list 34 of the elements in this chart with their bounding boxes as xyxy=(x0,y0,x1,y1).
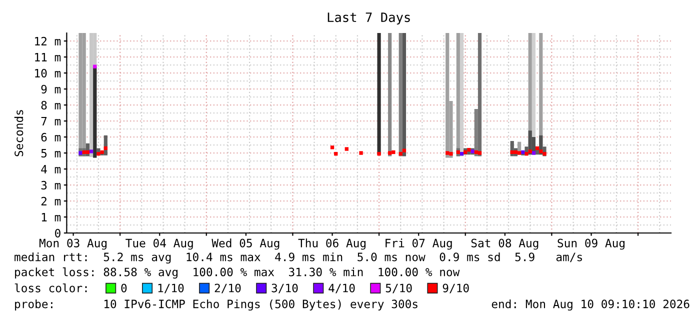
legend-label: 0 xyxy=(121,284,127,292)
x-tick-label: Fri 07 Aug xyxy=(386,238,452,250)
y-tick-label: 9 m xyxy=(41,84,61,94)
x-tick-label: Wed 05 Aug xyxy=(212,238,280,250)
chart-title: Last 7 Days xyxy=(328,12,410,25)
x-tick-label: Tue 04 Aug xyxy=(126,238,193,250)
legend-label: 2/10 xyxy=(214,284,241,294)
text: end: Mon Aug 10 09:10:10 2026 xyxy=(492,299,690,311)
y-tick-label: 8 m xyxy=(41,100,61,110)
x-tick-label: Sat 08 Aug xyxy=(471,238,538,250)
y-tick-label: 0 xyxy=(55,228,60,238)
legend-label: 1/10 xyxy=(158,284,184,294)
y-tick-label: 3 m xyxy=(41,180,61,190)
legend-label: 3/10 xyxy=(272,284,298,294)
legend-title: loss color: xyxy=(14,283,87,292)
y-tick-label: 1 m xyxy=(42,213,61,222)
x-tick-label: Sun 09 Aug xyxy=(558,238,624,250)
y-tick-label: 11 m xyxy=(35,53,61,62)
y-tick-label: 6 m xyxy=(41,132,61,142)
y-axis-title: Seconds xyxy=(14,110,24,156)
legend-label: 4/10 xyxy=(328,284,355,294)
y-tick-label: 4 m xyxy=(41,165,61,174)
legend-label: 9/10 xyxy=(442,284,469,294)
x-tick-label: Thu 06 Aug xyxy=(298,238,366,250)
y-tick-label: 5 m xyxy=(41,149,61,158)
text: median rtt: 5.2 ms avg 10.4 ms max 4.9 ms min 5.0 ms now 0.9 ms sd 5.9 am/s xyxy=(14,252,582,264)
y-tick-label: 10 m xyxy=(35,68,61,78)
y-tick-label: 2 m xyxy=(41,196,61,206)
x-tick-label: Mon 03 Aug xyxy=(39,238,107,250)
y-tick-label: 7 m xyxy=(41,117,61,126)
legend-label: 5/10 xyxy=(386,284,412,294)
y-tick-label: 12 m xyxy=(35,36,61,46)
text: probe: 10 IPv6-ICMP Echo Pings (500 Bytes) every 300s xyxy=(15,299,418,311)
text: packet loss: 88.58 % avg 100.00 % max 31.30 % min 100.00 % now xyxy=(15,267,460,279)
